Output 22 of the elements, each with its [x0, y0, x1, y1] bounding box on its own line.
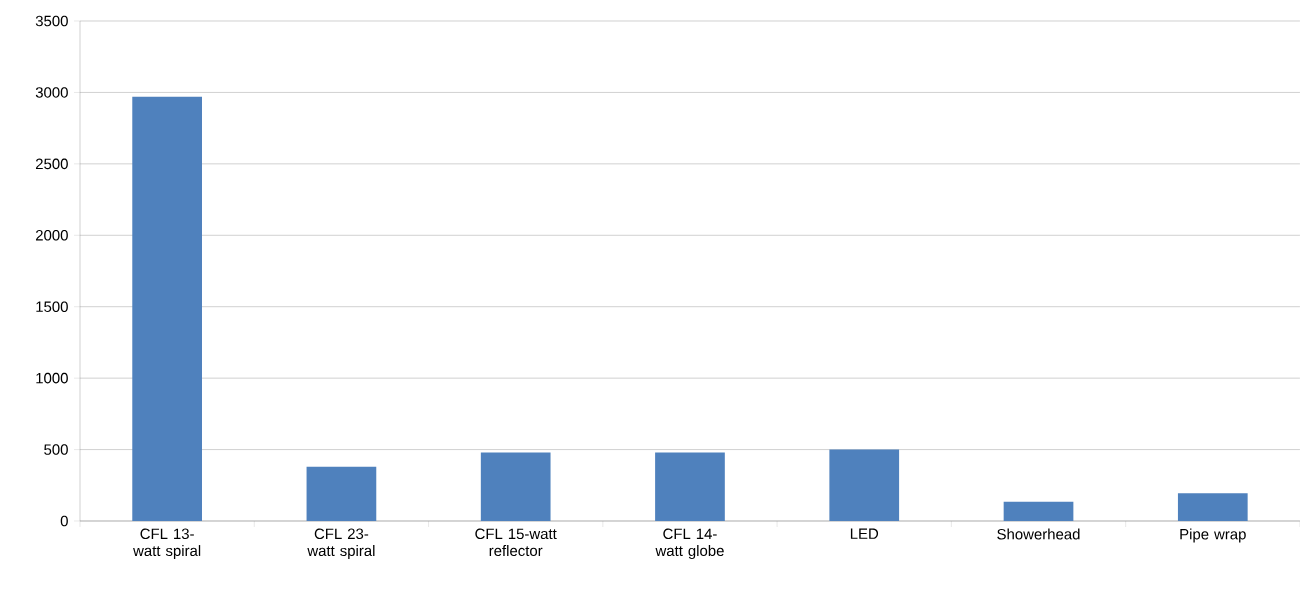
y-tick-label: 500 [44, 444, 68, 455]
x-tick-label: CFL 14-watt globe [655, 528, 724, 559]
bar [306, 466, 377, 521]
bar [132, 96, 202, 521]
y-tick-label: 2000 [35, 229, 68, 241]
x-tick-label: Showerhead [997, 528, 1080, 540]
bar [480, 452, 551, 521]
x-tick-label: Pipe wrap [1180, 528, 1246, 543]
bar [829, 449, 900, 521]
y-tick-label: 0 [60, 515, 68, 527]
bar [1003, 501, 1074, 521]
y-tick-label: 2500 [35, 158, 68, 170]
y-tick-label: 3500 [35, 15, 68, 27]
x-tick-label: LED [850, 528, 879, 539]
x-tick-label: CFL 15-watt reflector [475, 528, 557, 557]
x-tick-label: CFL 13-watt spiral [133, 528, 201, 559]
bar [1177, 493, 1248, 521]
y-tick-label: 1500 [36, 301, 68, 312]
y-tick-label: 1000 [36, 372, 68, 384]
y-tick-label: 3000 [35, 87, 68, 98]
bar [655, 452, 725, 521]
x-tick-label: CFL 23-watt spiral [307, 528, 375, 559]
